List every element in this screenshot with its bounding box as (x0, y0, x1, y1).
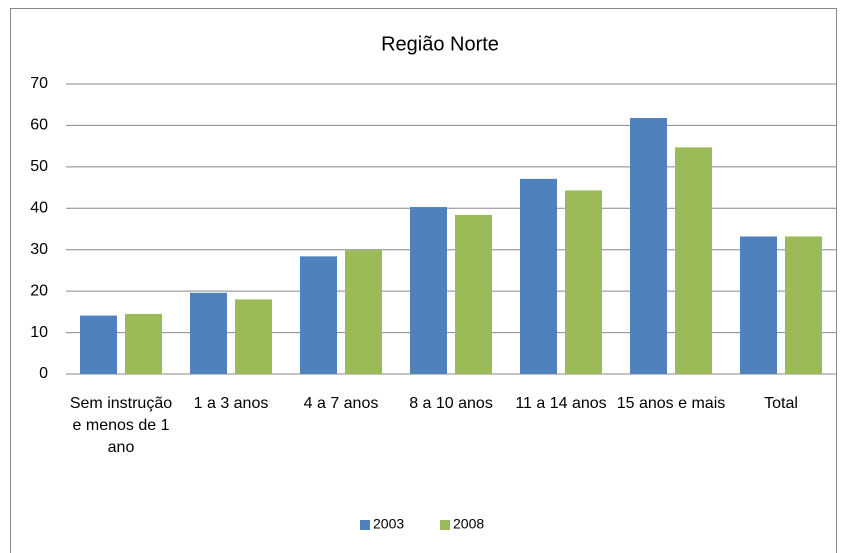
y-tick-label: 70 (30, 75, 48, 92)
bar (300, 256, 337, 374)
bar (80, 315, 117, 374)
bar (675, 147, 712, 374)
x-tick-label: 8 a 10 anos (409, 395, 493, 412)
bar (740, 236, 777, 374)
bar (190, 292, 227, 374)
y-tick-label: 40 (30, 200, 48, 217)
x-tick-label: 15 anos e mais (616, 395, 726, 412)
chart-border (10, 8, 837, 553)
x-tick-label: 4 a 7 anos (303, 395, 379, 412)
bar (565, 190, 602, 374)
bar (410, 207, 447, 374)
y-tick-label: 30 (30, 241, 48, 258)
bar (345, 250, 382, 374)
bar (520, 178, 557, 374)
x-tick-label: 1 a 3 anos (193, 395, 269, 412)
y-tick-label: 10 (30, 324, 48, 341)
bar (630, 117, 667, 374)
bar (785, 236, 822, 374)
legend-label: 2003 (373, 516, 404, 532)
x-tick-label: 11 a 14 anos (515, 395, 607, 412)
bar (455, 214, 492, 374)
x-tick-label: Total (764, 395, 798, 412)
legend-swatch (360, 520, 370, 530)
y-tick-label: 60 (30, 117, 48, 134)
legend-label: 2008 (453, 516, 484, 532)
chart-title: Região Norte (381, 33, 499, 55)
y-tick-label: 50 (30, 158, 48, 175)
y-tick-label: 20 (30, 282, 48, 299)
x-tick-label: Sem instrução e menos de 1 ano (69, 395, 173, 456)
legend-swatch (440, 520, 450, 530)
bar (125, 313, 162, 374)
y-tick-label: 0 (39, 365, 48, 382)
bar (235, 299, 272, 374)
